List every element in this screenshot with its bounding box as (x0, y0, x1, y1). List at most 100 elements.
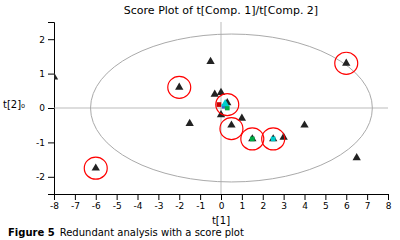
x-axis: -8 -7 -6 -5 -4 -3 -2 -1 0 1 2 3 4 5 6 7 8 (50, 194, 392, 211)
tick: -3 (154, 194, 163, 211)
highlight-circle (220, 118, 243, 140)
tick-label: 0 (39, 103, 45, 113)
highlight-circle (241, 128, 264, 150)
tick-mark (242, 194, 243, 200)
tick-mark (96, 194, 97, 200)
tick-label: 0 (219, 201, 225, 211)
tick-label: 1 (39, 69, 45, 79)
tick-label: -5 (113, 201, 122, 211)
highlight-circle (335, 52, 358, 74)
tick: 3 (281, 194, 287, 211)
tick: 7 (365, 194, 371, 211)
point (206, 57, 214, 64)
tick: -1 (196, 194, 205, 211)
caption: Figure 5 Redundant analysis with a score … (8, 227, 244, 238)
point (300, 120, 308, 127)
point (92, 163, 100, 170)
tick: 0 (219, 194, 225, 211)
highlight-circle (216, 94, 239, 116)
point (54, 72, 58, 79)
point (248, 134, 256, 141)
tick: 2 (260, 194, 266, 211)
tick: -1 (36, 138, 54, 148)
tick: 1 (240, 194, 246, 211)
highlight-circle (262, 128, 285, 150)
tick-mark (284, 194, 285, 200)
point (353, 153, 361, 160)
tick-mark (221, 194, 222, 200)
tick: 4 (302, 194, 308, 211)
data-layer (54, 22, 388, 194)
tick-label: 2 (260, 201, 266, 211)
tick-label: 8 (386, 201, 392, 211)
tick: 2 (39, 35, 54, 45)
tick-mark (325, 194, 326, 200)
tick-label: 6 (344, 201, 350, 211)
point (227, 120, 235, 127)
plot: -8 -7 -6 -5 -4 -3 -2 -1 0 1 2 3 4 5 6 7 8 -2 -1 0 1 2 (36, 22, 392, 211)
tick-label: -4 (134, 201, 143, 211)
tick-mark (75, 194, 76, 200)
tick-mark (48, 74, 54, 75)
tick-label: 4 (302, 201, 308, 211)
tick: 8 (386, 194, 392, 211)
tick-mark (263, 194, 264, 200)
tick-mark (138, 194, 139, 200)
tick-mark (388, 194, 389, 200)
y-axis-title: t[2]₀ (3, 99, 25, 110)
chart: -8 -7 -6 -5 -4 -3 -2 -1 0 1 2 3 4 5 6 7 8 -2 -1 0 1 2 Score Pl… (0, 0, 400, 240)
tick: -7 (71, 194, 80, 211)
tick: -6 (92, 194, 101, 211)
x-axis-title: t[1] (212, 215, 230, 226)
point (269, 134, 277, 141)
tick-mark (200, 194, 201, 200)
tick-mark (48, 108, 54, 109)
tick: 1 (39, 69, 54, 79)
reference-line (221, 22, 222, 194)
tick-mark (158, 194, 159, 200)
tick-mark (346, 194, 347, 200)
tick-mark (367, 194, 368, 200)
tick-label: -2 (175, 201, 184, 211)
tick-mark (48, 177, 54, 178)
tick: 6 (344, 194, 350, 211)
tick-mark (48, 39, 54, 40)
tick: -8 (50, 194, 59, 211)
tick-label: -6 (92, 201, 101, 211)
tick: -4 (134, 194, 143, 211)
tick-label: -3 (154, 201, 163, 211)
tick: -2 (175, 194, 184, 211)
point (211, 89, 219, 96)
tick: -5 (113, 194, 122, 211)
caption-label: Figure 5 (8, 227, 55, 238)
point (225, 106, 230, 111)
tick-label: 7 (365, 201, 371, 211)
y-axis: -2 -1 0 1 2 (36, 23, 54, 195)
tick-mark (117, 194, 118, 200)
tick-label: -2 (36, 172, 45, 182)
point (217, 102, 222, 107)
point (271, 137, 276, 142)
point (250, 137, 255, 142)
highlight-circle (168, 76, 191, 98)
tick-mark (305, 194, 306, 200)
title: Score Plot of t[Comp. 1]/t[Comp. 2] (124, 4, 318, 17)
tick-label: 3 (281, 201, 287, 211)
tick-label: -7 (71, 201, 80, 211)
highlight-circle (84, 157, 107, 179)
tick-label: 5 (323, 201, 329, 211)
point (186, 119, 194, 126)
tick-label: -1 (196, 201, 205, 211)
tick: 5 (323, 194, 329, 211)
point (175, 83, 183, 90)
caption-text: Redundant analysis with a score plot (60, 227, 244, 238)
tick-mark (179, 194, 180, 200)
tick-mark (48, 142, 54, 143)
tick-label: 2 (39, 35, 45, 45)
tick: -2 (36, 172, 54, 182)
tick: 0 (39, 103, 54, 113)
point (342, 58, 350, 65)
tick-label: -1 (36, 138, 45, 148)
point (221, 99, 229, 106)
axis-line (55, 195, 389, 201)
